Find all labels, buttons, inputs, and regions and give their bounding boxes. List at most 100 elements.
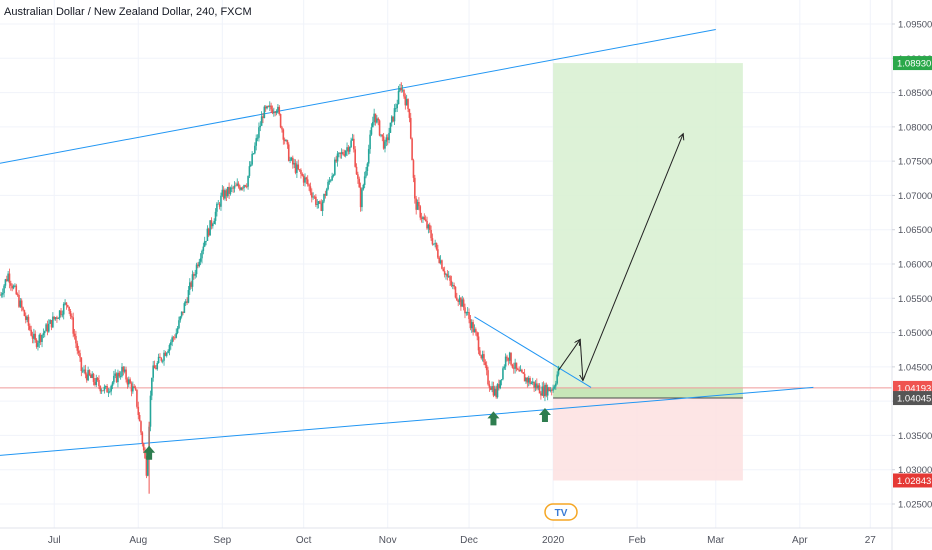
candle-body <box>549 389 552 392</box>
price-tag <box>893 391 932 406</box>
candle-body <box>445 274 447 275</box>
candle-body <box>525 377 527 382</box>
candle-body <box>103 386 106 391</box>
candle-body <box>50 320 53 328</box>
candle-body <box>117 372 119 383</box>
candle-body <box>56 317 58 319</box>
candle-body <box>504 356 507 367</box>
candle-body <box>389 122 392 133</box>
candle-body <box>324 194 327 196</box>
candle-body <box>366 163 369 171</box>
candle-body <box>411 138 413 161</box>
candle-body <box>3 285 5 294</box>
candle-body <box>301 173 304 176</box>
candle-body <box>382 136 385 149</box>
candle-body <box>395 108 397 109</box>
candle-body <box>46 324 49 332</box>
candle-body <box>373 113 375 122</box>
candle-body <box>202 246 205 251</box>
candle-body <box>8 273 11 284</box>
candle-body <box>152 365 154 378</box>
candle-body <box>533 381 535 388</box>
candle-body <box>140 421 142 433</box>
candle-body <box>30 329 32 336</box>
candle-body <box>546 387 549 396</box>
candle-body <box>510 352 512 365</box>
candle-body <box>506 356 508 358</box>
candle-body <box>240 187 243 190</box>
candle-body <box>11 285 14 289</box>
candle-body <box>210 220 213 227</box>
candle-body <box>371 121 374 128</box>
candle-body <box>481 354 484 359</box>
candle-body <box>122 366 125 372</box>
candle-body <box>419 206 422 218</box>
buy-arrow-icon <box>538 408 551 422</box>
candle-body <box>49 320 51 324</box>
candle-body <box>377 118 380 121</box>
candle-body <box>178 320 180 329</box>
candle-body <box>332 174 335 177</box>
candle-body <box>100 390 103 392</box>
candle-body <box>393 108 396 122</box>
candle-body <box>29 325 31 330</box>
candle-body <box>267 106 270 107</box>
candle-body <box>381 134 384 137</box>
candle-body <box>442 268 445 272</box>
candle-body <box>184 301 187 304</box>
candle-body <box>263 106 266 119</box>
candle-body <box>317 201 320 205</box>
time-axis[interactable]: Jul Aug Sep Oct Nov Dec 2020 Feb Mar Apr 27 <box>48 535 876 546</box>
candle-body <box>98 380 100 387</box>
candles <box>0 82 560 494</box>
candle-body <box>53 316 56 319</box>
candle-body <box>247 175 249 187</box>
candle-body <box>214 211 217 221</box>
trendlines <box>0 28 814 456</box>
candle-body <box>451 285 454 286</box>
candle-body <box>309 186 312 193</box>
time-tick-label: 27 <box>865 535 877 546</box>
candle-body <box>1 293 4 295</box>
candle-body <box>76 343 79 351</box>
candle-body <box>175 333 178 338</box>
candle-body <box>358 178 361 188</box>
price-tag <box>893 56 932 71</box>
candle-body <box>194 274 197 276</box>
candle-body <box>220 195 222 207</box>
candle-body <box>392 116 394 122</box>
candle-body <box>400 87 403 90</box>
candle-body <box>548 387 550 392</box>
trendline-lower-channel <box>0 386 814 456</box>
candle-body <box>466 312 469 313</box>
candle-body <box>270 105 272 110</box>
candle-body <box>138 414 141 422</box>
candle-body <box>283 139 286 141</box>
candle-body <box>68 306 70 311</box>
candle-body <box>39 334 42 342</box>
candle-body <box>164 352 167 356</box>
candle-body <box>449 276 451 281</box>
price-axis[interactable]: 1.025001.030001.035001.040001.045001.050… <box>892 20 932 511</box>
candle-body <box>282 129 285 140</box>
price-tick-label: 1.06000 <box>898 260 932 271</box>
candle-body <box>325 189 328 196</box>
target-zone <box>553 63 743 388</box>
candle-body <box>104 386 107 387</box>
candle-body <box>186 301 188 303</box>
tradingview-logo-icon: TV <box>544 503 578 521</box>
candle-body <box>254 145 256 154</box>
candle-body <box>73 333 76 337</box>
candle-body <box>357 174 359 179</box>
candle-body <box>519 369 522 372</box>
candle-body <box>213 220 215 225</box>
candle-body <box>193 274 195 276</box>
candle-body <box>431 238 434 245</box>
candle-body <box>206 228 209 241</box>
candle-body <box>71 316 73 318</box>
candle-body <box>453 285 455 287</box>
candle-body <box>385 137 388 142</box>
